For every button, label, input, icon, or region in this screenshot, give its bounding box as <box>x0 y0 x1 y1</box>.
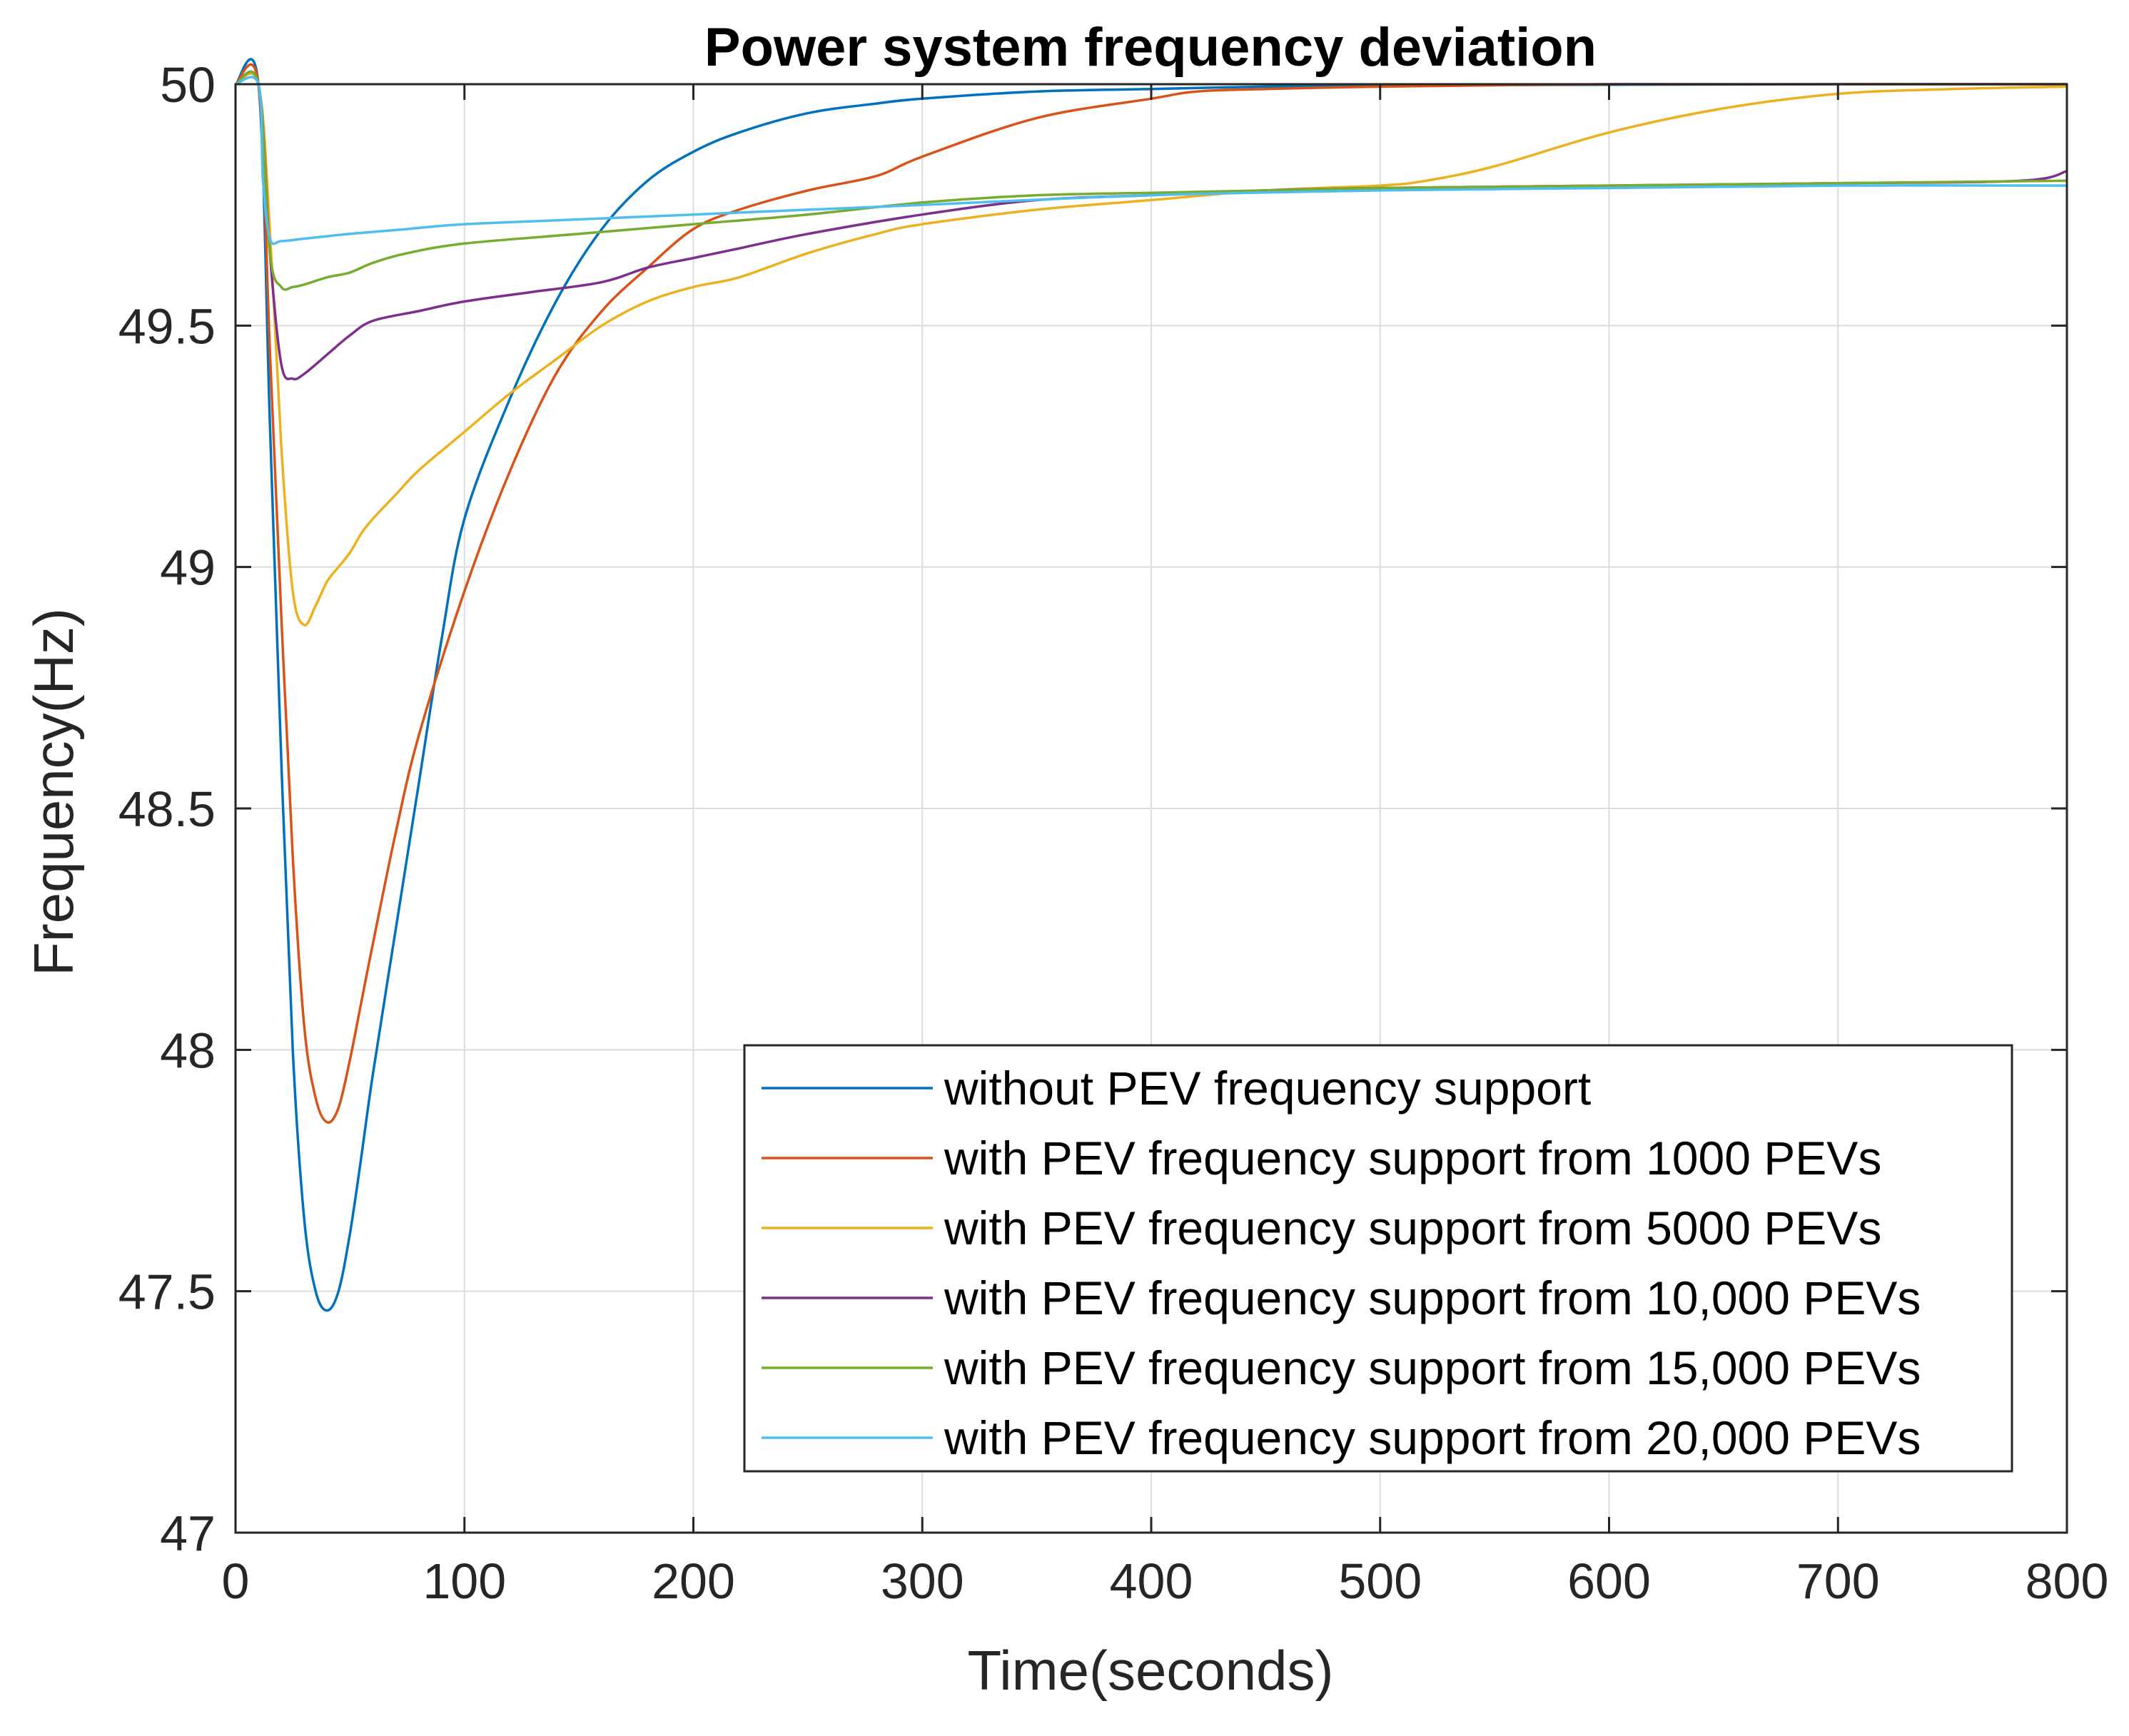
series-line-2 <box>234 63 2067 1124</box>
legend: without PEV frequency support with PEV fr… <box>743 1044 2013 1473</box>
x-tick-label: 200 <box>652 1553 735 1609</box>
series-line-3 <box>235 72 2068 626</box>
legend-box <box>743 1044 2013 1473</box>
x-tick-label: 700 <box>1796 1553 1880 1609</box>
y-tick-label: 49 <box>160 540 216 596</box>
axis-ticks: 0 100 200 300 400 500 600 700 800 47 47.5 48 48.5 49 4… <box>118 57 2109 1609</box>
x-tick-label: 500 <box>1338 1553 1422 1609</box>
legend-label: with PEV frequency support from 5000 PEV… <box>944 1202 1881 1254</box>
series-line-1 <box>234 58 2068 1312</box>
y-tick-label: 47 <box>160 1506 216 1561</box>
legend-label: with PEV frequency support from 15,000 P… <box>944 1341 1921 1394</box>
y-tick-label: 47.5 <box>118 1264 216 1320</box>
y-tick-label: 50 <box>160 57 216 113</box>
chart-title: Power system frequency deviation <box>704 17 1597 78</box>
x-axis-label: Time(seconds) <box>968 1639 1334 1702</box>
x-tick-label: 800 <box>2026 1553 2109 1609</box>
x-tick-label: 300 <box>881 1553 964 1609</box>
series-line-6 <box>235 76 2068 245</box>
legend-label: with PEV frequency support from 1000 PEV… <box>944 1132 1881 1184</box>
x-tick-label: 0 <box>222 1553 250 1609</box>
x-tick-label: 400 <box>1110 1553 1193 1609</box>
y-axis-label: Frequency(Hz) <box>22 608 85 976</box>
y-tick-label: 48 <box>160 1022 216 1078</box>
legend-label: with PEV frequency support from 20,000 P… <box>944 1411 1921 1464</box>
legend-label: with PEV frequency support from 10,000 P… <box>944 1271 1921 1324</box>
y-tick-label: 48.5 <box>118 781 216 837</box>
legend-label: without PEV frequency support <box>944 1062 1591 1115</box>
series-line-5 <box>235 70 2068 291</box>
y-tick-label: 49.5 <box>118 298 216 354</box>
x-tick-label: 600 <box>1567 1553 1651 1609</box>
series-layer <box>234 58 2068 1312</box>
x-tick-label: 100 <box>423 1553 506 1609</box>
